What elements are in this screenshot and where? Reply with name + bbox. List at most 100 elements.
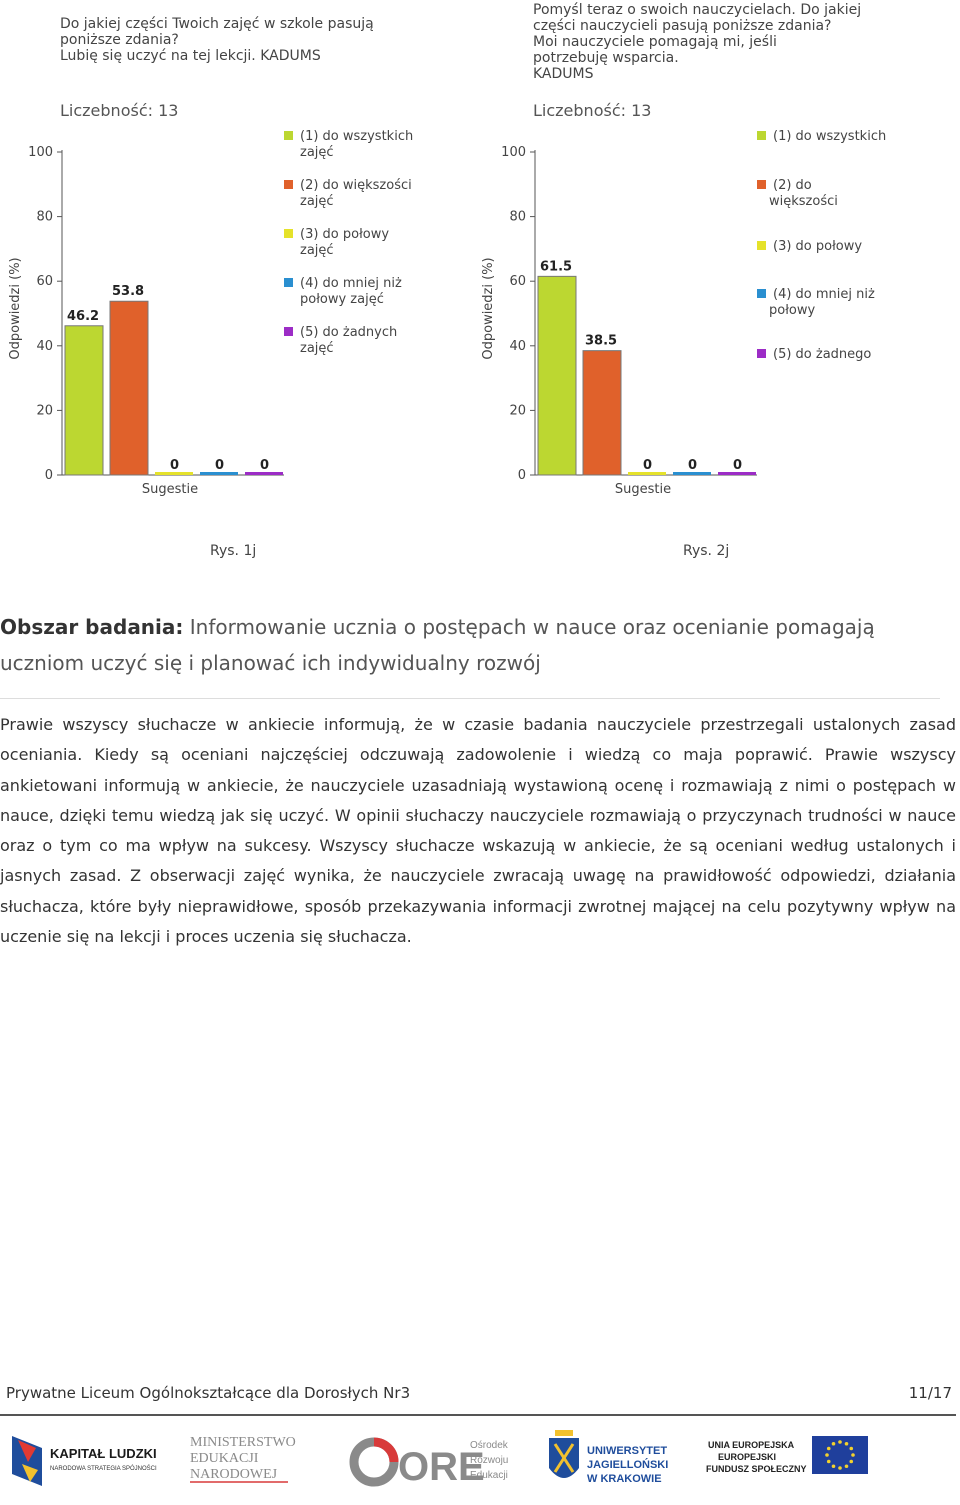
y-tick-label: 40 bbox=[36, 339, 53, 354]
legend-label: połowy zajęć bbox=[300, 292, 384, 307]
footer-school-name: Prywatne Liceum Ogólnokształcące dla Dor… bbox=[6, 1384, 411, 1402]
y-tick-label: 80 bbox=[36, 210, 53, 225]
bar-2 bbox=[109, 300, 149, 476]
y-tick-label: 60 bbox=[36, 274, 53, 289]
footer-divider bbox=[0, 1414, 956, 1416]
eu-star bbox=[826, 1459, 831, 1464]
legend-label: zajęć bbox=[300, 341, 334, 356]
legend-label: zajęć bbox=[300, 194, 334, 209]
men-line-3: NARODOWEJ bbox=[190, 1467, 278, 1482]
eu-line-3: FUNDUSZ SPOŁECZNY bbox=[706, 1464, 807, 1474]
bar-value-label: 46.2 bbox=[67, 309, 99, 324]
legend-label: (3) do połowy bbox=[300, 227, 389, 242]
legend-label: zajęć bbox=[300, 243, 334, 258]
section-heading-text: Informowanie ucznia o postępach w nauce … bbox=[0, 615, 875, 675]
bar-chart-2: Pomyśl teraz o swoich nauczycielach. Do … bbox=[481, 2, 886, 497]
legend-label: (4) do mniej niż bbox=[773, 287, 875, 302]
bar-value-label: 0 bbox=[170, 458, 179, 473]
eu-star bbox=[826, 1446, 831, 1451]
ore-word: ORE bbox=[398, 1445, 485, 1489]
legend-label: (2) do większości bbox=[300, 178, 412, 193]
bar-value-label: 0 bbox=[688, 458, 697, 473]
y-tick-label: 20 bbox=[509, 403, 526, 418]
eu-star bbox=[844, 1464, 849, 1469]
ore-line-3: Edukacji bbox=[470, 1470, 508, 1481]
bar-3 bbox=[155, 472, 193, 475]
legend-label: (3) do połowy bbox=[773, 239, 862, 254]
eu-logo: UNIA EUROPEJSKA EUROPEJSKI FUNDUSZ SPOŁE… bbox=[706, 1436, 868, 1474]
ore-line-1: Ośrodek bbox=[470, 1440, 509, 1451]
eu-star bbox=[838, 1466, 842, 1470]
caption-rys-1j: Rys. 1j bbox=[210, 543, 257, 559]
legend-swatch bbox=[757, 241, 766, 250]
bar-value-label: 0 bbox=[260, 458, 269, 473]
uj-logo: UNIWERSYTET JAGIELLOŃSKI W KRAKOWIE bbox=[549, 1430, 668, 1485]
legend-label: (5) do żadnego bbox=[773, 347, 871, 362]
bar-5 bbox=[718, 472, 756, 475]
bar-4 bbox=[673, 472, 711, 475]
eu-star bbox=[831, 1441, 836, 1446]
chart-question-line: poniższe zdania? bbox=[60, 32, 179, 48]
bar-5 bbox=[245, 472, 283, 475]
legend-label: zajęć bbox=[300, 145, 334, 160]
legend-label: (5) do żadnych bbox=[300, 325, 397, 340]
logo-strip: KAPITAŁ LUDZKI NARODOWA STRATEGIA SPÓJNO… bbox=[0, 1428, 960, 1498]
bar-value-label: 0 bbox=[733, 458, 742, 473]
eu-star bbox=[849, 1459, 854, 1464]
eu-line-1: UNIA EUROPEJSKA bbox=[708, 1440, 795, 1450]
legend-swatch bbox=[757, 180, 766, 189]
y-tick-label: 100 bbox=[28, 145, 53, 160]
eu-star bbox=[825, 1453, 829, 1457]
eu-star bbox=[851, 1453, 855, 1457]
y-tick-label: 0 bbox=[45, 468, 53, 483]
uj-line-1: UNIWERSYTET bbox=[587, 1445, 667, 1457]
section-heading-label: Obszar badania: bbox=[0, 615, 184, 639]
men-logo: MINISTERSTWO EDUKACJI NARODOWEJ bbox=[190, 1435, 296, 1483]
eu-star bbox=[844, 1441, 849, 1446]
caption-rys-2j: Rys. 2j bbox=[683, 543, 730, 559]
bar-value-label: 0 bbox=[215, 458, 224, 473]
chart-question-line: potrzebuję wsparcia. bbox=[533, 50, 679, 66]
y-axis-label: Odpowiedzi (%) bbox=[8, 257, 23, 359]
y-tick-label: 80 bbox=[509, 210, 526, 225]
chart-question-line: Moi nauczyciele pomagają mi, jeśli bbox=[533, 34, 777, 50]
y-axis-label: Odpowiedzi (%) bbox=[481, 257, 496, 359]
footer-page-number: 11/17 bbox=[908, 1384, 952, 1402]
legend-label: większości bbox=[769, 194, 838, 209]
y-tick-label: 40 bbox=[509, 339, 526, 354]
bar-value-label: 0 bbox=[643, 458, 652, 473]
legend-label: połowy bbox=[769, 303, 815, 318]
legend-swatch bbox=[284, 131, 293, 140]
legend-swatch bbox=[284, 278, 293, 287]
legend-label: (1) do wszystkich bbox=[773, 129, 886, 144]
eu-star bbox=[838, 1440, 842, 1444]
legend-label: (1) do wszystkich bbox=[300, 129, 413, 144]
legend-swatch bbox=[284, 327, 293, 336]
chart-question-line: Pomyśl teraz o swoich nauczycielach. Do … bbox=[533, 2, 861, 18]
x-axis-label: Sugestie bbox=[615, 482, 671, 497]
chart-question-line: KADUMS bbox=[533, 66, 594, 82]
bar-value-label: 38.5 bbox=[585, 334, 617, 349]
legend-swatch bbox=[757, 131, 766, 140]
eu-line-2: EUROPEJSKI bbox=[718, 1452, 776, 1462]
bar-chart-1: Do jakiej części Twoich zajęć w szkole p… bbox=[8, 16, 413, 497]
eu-star bbox=[831, 1464, 836, 1469]
men-line-2: EDUKACJI bbox=[190, 1451, 259, 1466]
legend-swatch bbox=[284, 180, 293, 189]
chart-question-line: części nauczycieli pasują poniższe zdani… bbox=[533, 18, 831, 34]
y-tick-label: 60 bbox=[509, 274, 526, 289]
bar-1 bbox=[64, 325, 104, 476]
kapital-ludzki-subtitle: NARODOWA STRATEGIA SPÓJNOŚCI bbox=[50, 1464, 157, 1472]
x-axis-label: Sugestie bbox=[142, 482, 198, 497]
bar-value-label: 61.5 bbox=[540, 259, 572, 274]
chart-count-label: Liczebność: 13 bbox=[60, 101, 178, 120]
eu-star bbox=[849, 1446, 854, 1451]
legend-swatch bbox=[757, 349, 766, 358]
divider bbox=[0, 698, 940, 699]
legend-label: (2) do bbox=[773, 178, 812, 193]
bar-4 bbox=[200, 472, 238, 475]
men-line-1: MINISTERSTWO bbox=[190, 1435, 296, 1450]
y-tick-label: 20 bbox=[36, 403, 53, 418]
ore-logo: ORE Ośrodek Rozwoju Edukacji bbox=[349, 1437, 509, 1489]
y-tick-label: 100 bbox=[501, 145, 526, 160]
